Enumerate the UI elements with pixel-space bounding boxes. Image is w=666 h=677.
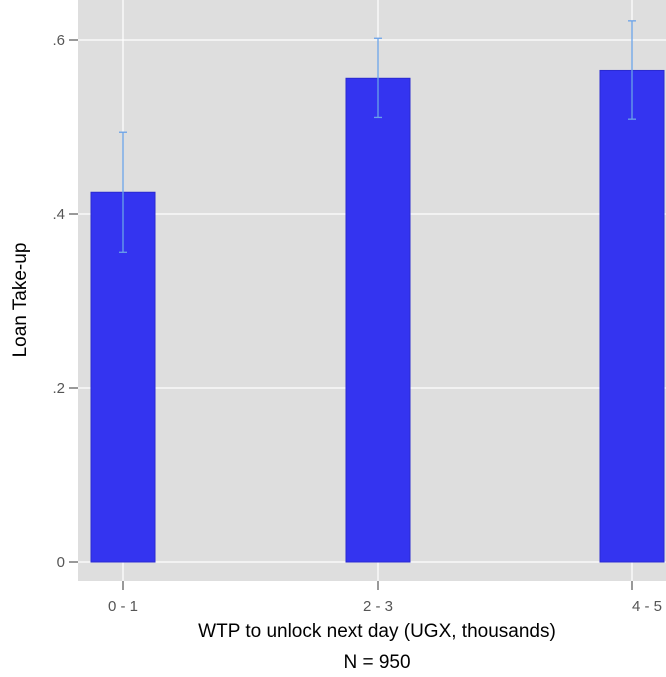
bars	[90, 69, 665, 563]
sample-size-note: N = 950	[343, 652, 410, 673]
y-tick-label: .2	[52, 380, 65, 397]
y-tick-label: 0	[57, 554, 65, 571]
x-axis-title: WTP to unlock next day (UGX, thousands)	[198, 621, 556, 642]
y-tick-label: .4	[52, 206, 65, 223]
error-bar	[119, 131, 127, 253]
x-tick-label: 4 - 5	[632, 598, 662, 615]
bar-4-5	[599, 69, 665, 563]
x-axis: 0 - 1 2 - 3 4 - 5	[108, 581, 662, 615]
x-tick-label: 0 - 1	[108, 598, 138, 615]
y-axis: 0 .2 .4 .6	[52, 32, 78, 571]
error-bar	[628, 20, 636, 120]
y-axis-title: Loan Take-up	[10, 243, 31, 358]
y-tick-label: .6	[52, 32, 65, 49]
error-bar	[374, 37, 382, 119]
bar-2-3	[345, 77, 411, 563]
error-bars	[119, 20, 636, 253]
x-tick-label: 2 - 3	[363, 598, 393, 615]
